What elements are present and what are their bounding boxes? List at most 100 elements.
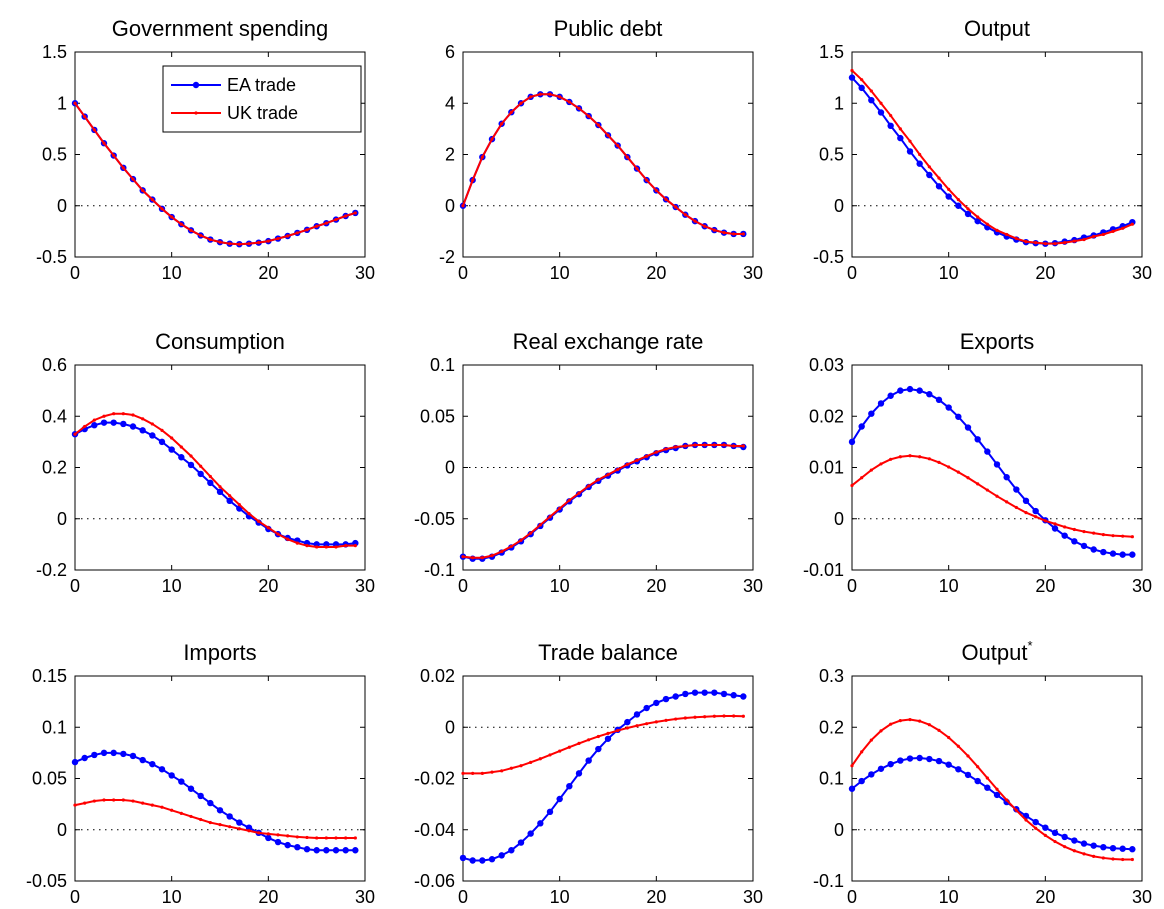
point — [672, 693, 679, 700]
point — [947, 735, 951, 740]
x-tick-label: 0 — [458, 887, 468, 907]
point — [850, 68, 854, 73]
point — [344, 214, 348, 218]
point — [937, 176, 941, 180]
point — [498, 852, 505, 859]
point — [1014, 808, 1018, 812]
point — [868, 410, 875, 417]
point — [353, 211, 357, 215]
point — [266, 832, 270, 836]
point — [587, 114, 591, 118]
x-tick-label: 10 — [939, 887, 959, 907]
y-tick-label: 0 — [57, 820, 67, 840]
point — [179, 445, 183, 449]
point — [538, 92, 542, 96]
point — [170, 808, 174, 812]
point — [334, 217, 338, 222]
x-tick-label: 0 — [70, 263, 80, 283]
point — [732, 444, 736, 448]
point — [141, 417, 145, 421]
subplot-title: Real exchange rate — [513, 329, 704, 354]
point — [100, 419, 108, 426]
series-line — [74, 751, 356, 852]
point — [869, 738, 873, 742]
x-tick-label: 10 — [550, 887, 570, 907]
point — [984, 784, 991, 791]
point — [1063, 845, 1067, 849]
point — [577, 741, 581, 745]
point — [286, 234, 290, 238]
point — [187, 785, 195, 792]
point — [471, 178, 475, 182]
point — [1119, 845, 1126, 852]
x-tick-label: 10 — [939, 263, 959, 283]
point — [178, 454, 185, 461]
point — [566, 782, 573, 790]
point — [1100, 843, 1107, 851]
y-tick-label: 0.6 — [42, 355, 67, 375]
point — [1005, 232, 1009, 237]
point — [218, 823, 222, 827]
point — [995, 787, 999, 791]
y-tick-label: -0.05 — [414, 509, 455, 529]
point — [1043, 242, 1047, 246]
point — [295, 231, 299, 235]
point — [179, 811, 183, 815]
point — [1121, 534, 1125, 538]
y-tick-label: -0.5 — [813, 247, 844, 267]
point — [625, 462, 629, 467]
point — [906, 755, 914, 762]
y-tick-label: 1 — [57, 93, 67, 113]
point — [1024, 510, 1028, 515]
y-tick-label: 0.1 — [430, 355, 455, 375]
point — [150, 803, 154, 807]
point — [740, 693, 747, 700]
point — [1024, 240, 1028, 244]
point — [624, 718, 631, 726]
point — [985, 488, 989, 492]
point — [558, 95, 562, 99]
x-tick-label: 20 — [1035, 887, 1055, 907]
point — [228, 242, 232, 246]
x-tick-label: 30 — [1132, 576, 1152, 596]
point — [908, 139, 912, 143]
point — [955, 413, 962, 420]
point — [693, 443, 697, 447]
point — [83, 801, 87, 805]
point — [480, 771, 484, 775]
point — [945, 193, 952, 200]
point — [1082, 529, 1086, 534]
point — [179, 222, 183, 226]
point — [139, 756, 146, 764]
point — [110, 749, 117, 757]
point — [160, 428, 164, 432]
x-tick-label: 30 — [743, 887, 763, 907]
series-line — [74, 421, 356, 546]
series-line — [462, 93, 744, 235]
point — [1063, 525, 1067, 529]
point — [720, 690, 728, 698]
point — [556, 795, 563, 803]
point — [966, 754, 970, 758]
point — [1024, 818, 1028, 822]
y-tick-label: -2 — [439, 247, 455, 267]
point — [625, 155, 629, 159]
series-line — [851, 76, 1133, 245]
point — [226, 813, 233, 820]
axes-box — [74, 364, 366, 571]
point — [131, 799, 135, 803]
point — [1053, 839, 1057, 844]
point — [527, 830, 534, 837]
point — [141, 188, 145, 192]
point — [334, 836, 338, 840]
x-tick-label: 0 — [458, 576, 468, 596]
point — [848, 785, 856, 792]
y-tick-label: 0.3 — [819, 666, 844, 686]
point — [722, 231, 726, 235]
y-tick-label: 0.2 — [819, 717, 844, 737]
point — [83, 114, 87, 119]
point — [197, 470, 204, 478]
series-line — [851, 718, 1133, 861]
y-tick-label: 0.03 — [809, 355, 844, 375]
x-tick-label: 30 — [355, 263, 375, 283]
